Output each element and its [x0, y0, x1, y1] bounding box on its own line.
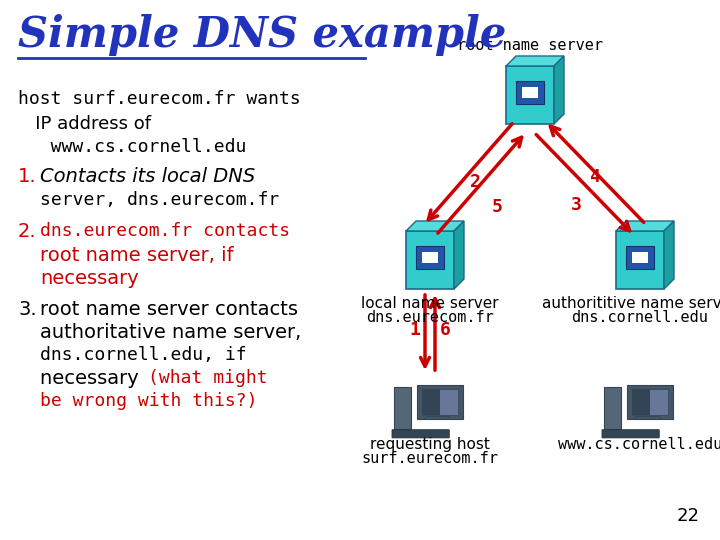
Text: 4: 4: [590, 168, 600, 186]
Text: (what might: (what might: [148, 369, 268, 387]
FancyBboxPatch shape: [632, 253, 648, 263]
Text: root name server: root name server: [457, 38, 603, 53]
FancyBboxPatch shape: [616, 231, 664, 289]
Text: local name server: local name server: [361, 296, 499, 311]
Text: 2.: 2.: [18, 222, 37, 241]
FancyBboxPatch shape: [392, 430, 449, 438]
FancyBboxPatch shape: [422, 389, 458, 415]
Text: www.cs.cornell.edu: www.cs.cornell.edu: [558, 437, 720, 452]
FancyBboxPatch shape: [506, 66, 554, 124]
Text: Simple DNS example: Simple DNS example: [18, 14, 506, 56]
FancyBboxPatch shape: [631, 389, 649, 415]
FancyBboxPatch shape: [394, 387, 410, 429]
Text: 2: 2: [469, 173, 480, 191]
Text: IP address of: IP address of: [18, 115, 151, 133]
Text: be wrong with this?): be wrong with this?): [40, 392, 258, 410]
Text: 22: 22: [677, 507, 700, 525]
FancyBboxPatch shape: [602, 430, 660, 438]
FancyBboxPatch shape: [522, 87, 538, 98]
Text: dns.eurecom.fr: dns.eurecom.fr: [366, 310, 494, 325]
FancyBboxPatch shape: [626, 384, 673, 420]
Text: 3.: 3.: [18, 300, 37, 319]
Text: necessary: necessary: [40, 269, 139, 288]
Text: 1.: 1.: [18, 167, 37, 186]
Polygon shape: [506, 56, 564, 66]
Polygon shape: [454, 221, 464, 289]
FancyBboxPatch shape: [406, 231, 454, 289]
Polygon shape: [664, 221, 674, 289]
Text: server, dns.eurecom.fr: server, dns.eurecom.fr: [40, 191, 279, 209]
Text: 5: 5: [492, 198, 503, 216]
Text: root name server contacts: root name server contacts: [40, 300, 298, 319]
Polygon shape: [424, 416, 451, 420]
Text: dns.cornell.edu: dns.cornell.edu: [572, 310, 708, 325]
Text: www.cs.cornell.edu: www.cs.cornell.edu: [18, 138, 246, 156]
Polygon shape: [406, 221, 464, 231]
Text: root name server, if: root name server, if: [40, 246, 233, 265]
Text: authoritative name server,: authoritative name server,: [40, 323, 301, 342]
FancyBboxPatch shape: [415, 246, 444, 269]
FancyBboxPatch shape: [626, 246, 654, 269]
Text: 6: 6: [440, 321, 451, 339]
Polygon shape: [554, 56, 564, 124]
Text: dns.eurecom.fr contacts: dns.eurecom.fr contacts: [40, 222, 290, 240]
FancyBboxPatch shape: [422, 253, 438, 263]
Text: requesting host: requesting host: [370, 437, 490, 452]
Polygon shape: [616, 221, 674, 231]
Text: Contacts its local DNS: Contacts its local DNS: [40, 167, 256, 186]
Text: dns.cornell.edu, if: dns.cornell.edu, if: [40, 346, 247, 364]
Text: authorititive name server: authorititive name server: [542, 296, 720, 311]
FancyBboxPatch shape: [631, 389, 668, 415]
FancyBboxPatch shape: [416, 384, 463, 420]
FancyBboxPatch shape: [422, 389, 440, 415]
Text: 3: 3: [570, 196, 582, 214]
Polygon shape: [634, 416, 661, 420]
Text: surf.eurecom.fr: surf.eurecom.fr: [361, 451, 498, 466]
Text: host surf.eurecom.fr wants: host surf.eurecom.fr wants: [18, 90, 301, 108]
Text: necessary: necessary: [40, 369, 145, 388]
Text: 1: 1: [410, 321, 420, 339]
FancyBboxPatch shape: [516, 80, 544, 104]
FancyBboxPatch shape: [604, 387, 621, 429]
